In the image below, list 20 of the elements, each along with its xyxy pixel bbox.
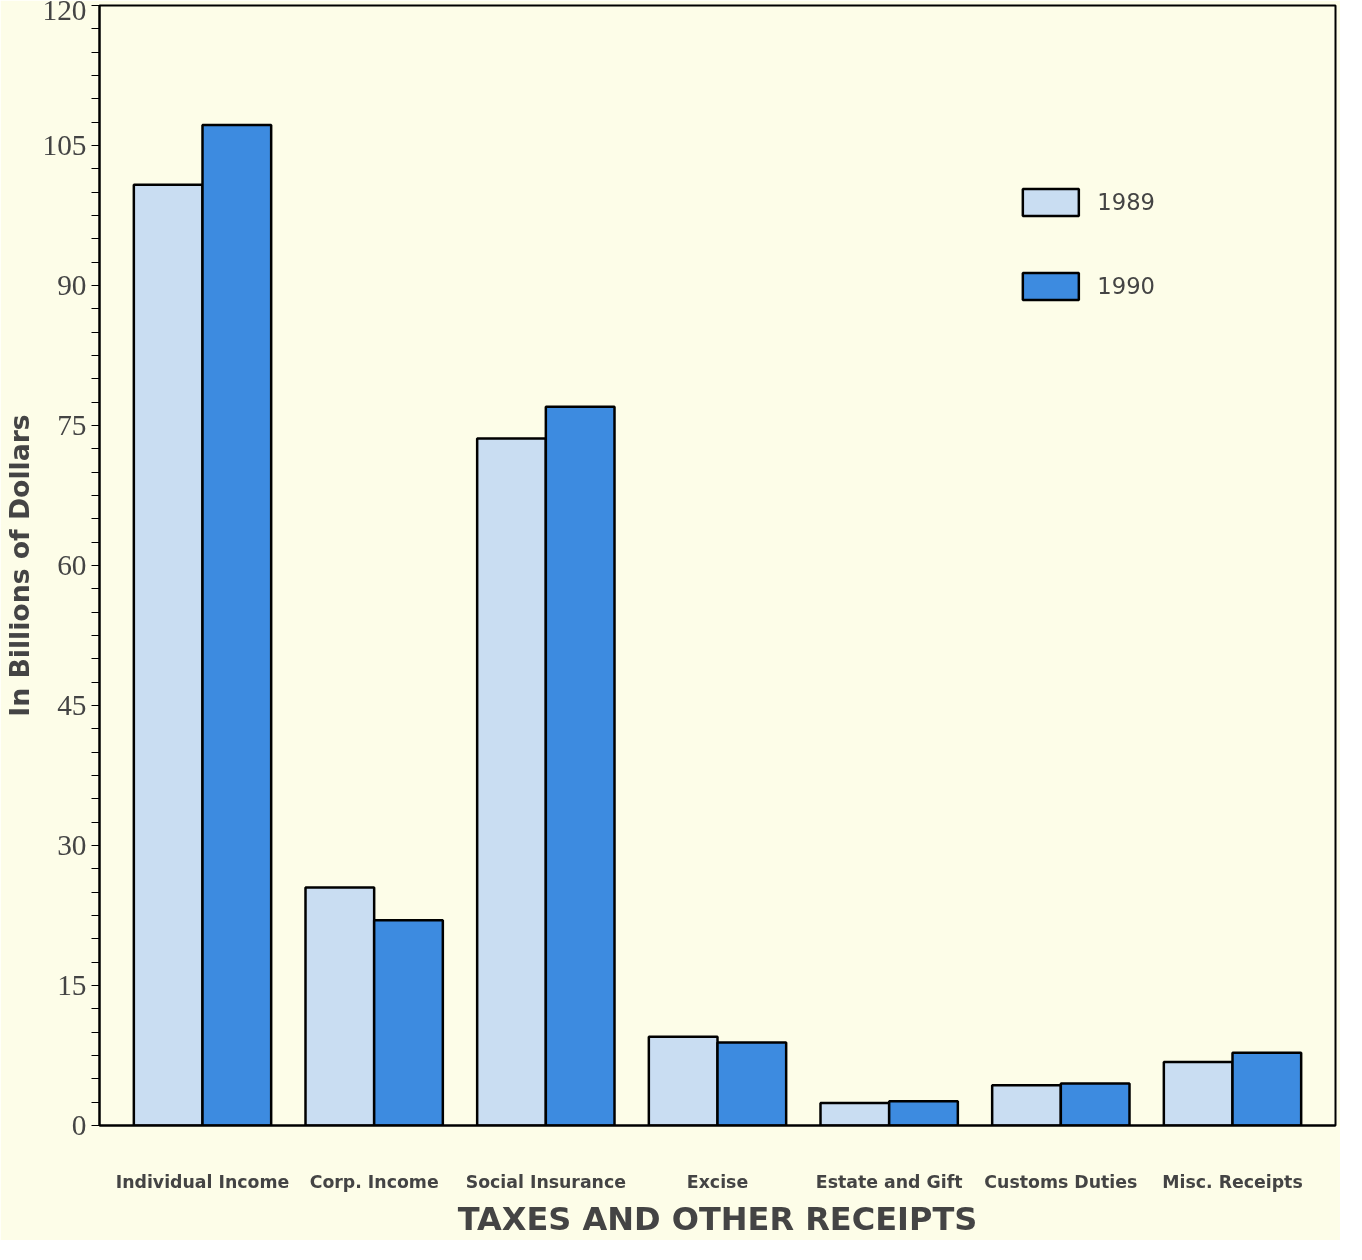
x-axis-title: TAXES AND OTHER RECEIPTS	[457, 1199, 978, 1238]
y-tick-label: 0	[71, 1109, 87, 1141]
x-tick-label: Corp. Income	[309, 1171, 439, 1192]
y-tick-label: 120	[42, 0, 87, 26]
y-tick-label: 75	[57, 409, 87, 441]
legend-label: 1989	[1097, 189, 1155, 215]
x-tick-label: Misc. Receipts	[1162, 1171, 1303, 1192]
y-tick-label: 60	[57, 549, 87, 581]
y-tick-label: 30	[57, 829, 87, 861]
y-tick-label: 15	[57, 969, 87, 1001]
x-tick-label: Individual Income	[115, 1171, 290, 1192]
y-tick-label: 105	[42, 129, 87, 161]
x-tick-label: Customs Duties	[984, 1171, 1138, 1192]
x-tick-label: Social Insurance	[465, 1171, 626, 1192]
x-tick-label: Excise	[686, 1171, 749, 1192]
y-tick-label: 90	[57, 269, 87, 301]
legend-label: 1990	[1097, 273, 1155, 299]
y-axis-title: In Billions of Dollars	[3, 414, 35, 717]
x-tick-label: Estate and Gift	[815, 1171, 963, 1192]
y-tick-label: 45	[57, 689, 87, 721]
